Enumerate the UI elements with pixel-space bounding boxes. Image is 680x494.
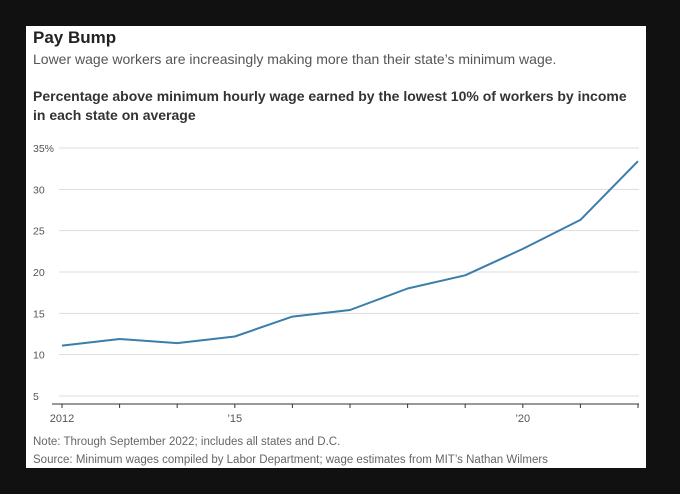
x-tick-label: 2012 — [50, 413, 74, 425]
y-tick-label: 10 — [33, 350, 45, 362]
series-line — [61, 160, 639, 347]
chart-headline: Pay Bump — [33, 28, 117, 47]
series-group — [61, 160, 639, 347]
y-tick-label: 15 — [33, 308, 45, 320]
y-tick-label: 30 — [33, 184, 45, 196]
y-axis: 5 10 15 20 25 30 35% — [33, 143, 54, 403]
gridlines — [59, 147, 639, 397]
x-tick-label: ’20 — [515, 413, 530, 425]
chart-note: Note: Through September 2022; includes a… — [33, 436, 341, 448]
line-chart: 5 10 15 20 25 30 35% 2012 ’15 ’20 — [33, 143, 639, 425]
y-tick-label: 5 — [33, 391, 39, 403]
chart-source: Source: Minimum wages compiled by Labor … — [33, 454, 548, 466]
x-axis: 2012 ’15 ’20 — [50, 403, 639, 425]
y-tick-label: 35% — [33, 143, 54, 155]
chart-title: Percentage above minimum hourly wage ear… — [33, 88, 627, 123]
y-tick-label: 25 — [33, 226, 45, 238]
y-tick-label: 20 — [33, 267, 45, 279]
chart-subtitle: Lower wage workers are increasingly maki… — [33, 51, 557, 67]
x-tick-label: ’15 — [227, 413, 242, 425]
chart-card: Pay Bump Lower wage workers are increasi… — [26, 26, 646, 468]
